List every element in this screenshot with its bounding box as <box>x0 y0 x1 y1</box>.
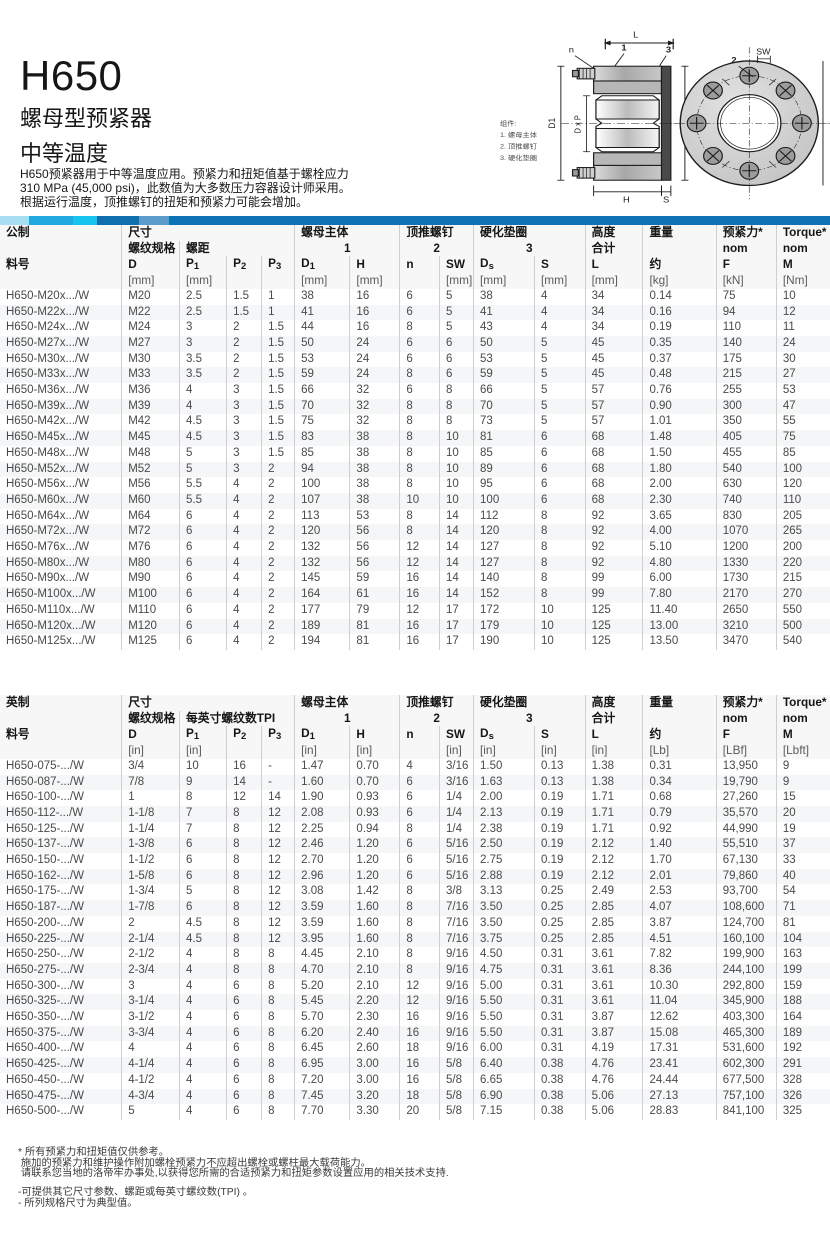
svg-text:D x P: D x P <box>573 115 582 133</box>
svg-text:3: 3 <box>666 45 671 54</box>
svg-text:S: S <box>663 195 669 204</box>
svg-text:SW: SW <box>756 47 770 56</box>
svg-text:2. 顶推螺钉: 2. 顶推螺钉 <box>500 142 537 151</box>
svg-text:1. 螺母主体: 1. 螺母主体 <box>500 130 537 139</box>
svg-text:n: n <box>569 45 574 54</box>
svg-text:L: L <box>633 30 638 39</box>
svg-text:组件:: 组件: <box>500 119 517 128</box>
svg-text:1: 1 <box>621 43 626 52</box>
svg-text:2: 2 <box>731 55 736 64</box>
svg-text:H: H <box>623 195 630 204</box>
svg-text:3. 硬化垫圈: 3. 硬化垫圈 <box>500 154 537 163</box>
svg-text:D1: D1 <box>547 118 558 129</box>
